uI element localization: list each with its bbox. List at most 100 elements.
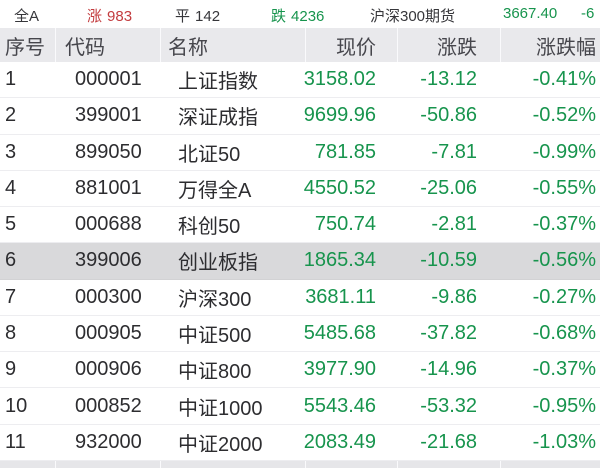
futures-label: 沪深300期货 xyxy=(370,8,456,25)
row-name: 中证2000 xyxy=(178,433,263,456)
row-change: -25.06 xyxy=(420,176,477,199)
row-price: 4550.52 xyxy=(303,176,376,199)
row-code: 000300 xyxy=(75,285,142,308)
row-price: 781.85 xyxy=(314,140,376,163)
table-row[interactable]: 4 881001 万得全A 4550.52 -25.06 -0.55% xyxy=(0,170,600,208)
row-price: 5485.68 xyxy=(303,321,376,344)
row-seq: 1 xyxy=(5,68,17,91)
column-divider xyxy=(500,461,501,468)
table-row[interactable]: 5 000688 科创50 750.74 -2.81 -0.37% xyxy=(0,207,600,244)
column-header-code[interactable]: 代码 xyxy=(55,28,160,62)
next-section-header-sliver xyxy=(0,461,600,468)
row-name: 沪深300 xyxy=(178,288,252,311)
row-change: -53.32 xyxy=(420,394,477,417)
table-row[interactable]: 1 000001 上证指数 3158.02 -13.12 -0.41% xyxy=(0,62,600,99)
advancers-count: 983 xyxy=(107,8,133,25)
unchanged-stat: 平 142 xyxy=(175,5,220,26)
row-seq: 3 xyxy=(5,140,17,163)
decliners-label: 跌 xyxy=(271,8,287,25)
row-change: -14.96 xyxy=(420,358,477,381)
row-code: 399006 xyxy=(75,249,142,272)
column-divider xyxy=(160,461,161,468)
row-name: 中证800 xyxy=(178,361,252,384)
row-price: 5543.46 xyxy=(303,394,376,417)
futures-change-cutoff: -6 xyxy=(581,5,595,22)
row-change: -13.12 xyxy=(420,68,477,91)
row-seq: 7 xyxy=(5,285,17,308)
row-price: 3977.90 xyxy=(303,358,376,381)
row-price: 3158.02 xyxy=(303,68,376,91)
row-name: 科创50 xyxy=(178,216,241,239)
row-code: 000688 xyxy=(75,213,142,236)
row-name: 创业板指 xyxy=(178,252,258,275)
row-change: -10.59 xyxy=(420,249,477,272)
table-row[interactable]: 3 899050 北证50 781.85 -7.81 -0.99% xyxy=(0,134,600,171)
market-scope-selector[interactable]: 全A xyxy=(14,8,40,25)
futures-price: 3667.40 xyxy=(503,5,558,22)
row-change-pct: -0.55% xyxy=(532,176,596,199)
row-price: 2083.49 xyxy=(303,430,376,453)
row-change: -21.68 xyxy=(420,430,477,453)
row-name: 中证1000 xyxy=(178,397,263,420)
advancers-label: 涨 xyxy=(87,8,103,25)
row-code: 899050 xyxy=(75,140,142,163)
row-name: 中证500 xyxy=(178,324,252,347)
column-divider xyxy=(305,461,306,468)
row-name: 深证成指 xyxy=(178,107,258,130)
row-change: -37.82 xyxy=(420,321,477,344)
column-header-pct[interactable]: 涨跌幅 xyxy=(500,28,600,62)
row-change-pct: -0.99% xyxy=(532,140,596,163)
row-code: 932000 xyxy=(75,430,142,453)
table-row[interactable]: 9 000906 中证800 3977.90 -14.96 -0.37% xyxy=(0,352,600,389)
row-seq: 9 xyxy=(5,358,17,381)
row-code: 000852 xyxy=(75,394,142,417)
column-header-price[interactable]: 现价 xyxy=(305,28,397,62)
row-code: 399001 xyxy=(75,104,142,127)
table-row[interactable]: 8 000905 中证500 5485.68 -37.82 -0.68% xyxy=(0,315,600,353)
row-name: 万得全A xyxy=(178,179,252,202)
row-change-pct: -0.52% xyxy=(532,104,596,127)
unchanged-label: 平 xyxy=(175,8,191,25)
unchanged-count: 142 xyxy=(195,8,221,25)
table-row[interactable]: 2 399001 深证成指 9699.96 -50.86 -0.52% xyxy=(0,98,600,135)
row-change-pct: -0.27% xyxy=(532,285,596,308)
column-divider xyxy=(55,461,56,468)
column-header-name[interactable]: 名称 xyxy=(160,28,305,62)
row-seq: 4 xyxy=(5,176,17,199)
row-code: 000001 xyxy=(75,68,142,91)
row-seq: 6 xyxy=(5,249,17,272)
row-code: 000906 xyxy=(75,358,142,381)
row-change-pct: -0.41% xyxy=(532,68,596,91)
row-seq: 8 xyxy=(5,321,17,344)
decliners-stat: 跌 4236 xyxy=(271,5,324,26)
row-code: 881001 xyxy=(75,176,142,199)
row-change-pct: -0.56% xyxy=(532,249,596,272)
table-row[interactable]: 10 000852 中证1000 5543.46 -53.32 -0.95% xyxy=(0,388,600,425)
row-change: -9.86 xyxy=(431,285,477,308)
row-seq: 2 xyxy=(5,104,17,127)
row-name: 北证50 xyxy=(178,143,241,166)
row-price: 3681.11 xyxy=(305,285,376,308)
table-row[interactable]: 11 932000 中证2000 2083.49 -21.68 -1.03% xyxy=(0,424,600,461)
table-header: 序号 代码 名称 现价 涨跌 涨跌幅 xyxy=(0,28,600,62)
column-divider xyxy=(397,461,398,468)
row-code: 000905 xyxy=(75,321,142,344)
row-change-pct: -0.68% xyxy=(532,321,596,344)
row-price: 1865.34 xyxy=(303,249,376,272)
table-row[interactable]: 7 000300 沪深300 3681.11 -9.86 -0.27% xyxy=(0,279,600,316)
row-change: -50.86 xyxy=(420,104,477,127)
index-table-body: 1 000001 上证指数 3158.02 -13.12 -0.41% 2 39… xyxy=(0,62,600,461)
row-change-pct: -1.03% xyxy=(532,430,596,453)
column-header-seq[interactable]: 序号 xyxy=(5,36,45,59)
row-seq: 5 xyxy=(5,213,17,236)
column-header-change[interactable]: 涨跌 xyxy=(397,28,500,62)
market-stats-bar: 全A 涨 983 平 142 跌 4236 沪深300期货 3667.40 -6 xyxy=(0,0,600,28)
row-change: -7.81 xyxy=(431,140,477,163)
row-name: 上证指数 xyxy=(178,71,258,94)
table-row[interactable]: 6 399006 创业板指 1865.34 -10.59 -0.56% xyxy=(0,243,600,280)
row-change-pct: -0.37% xyxy=(532,213,596,236)
row-seq: 11 xyxy=(5,430,26,453)
row-price: 9699.96 xyxy=(303,104,376,127)
row-change-pct: -0.95% xyxy=(532,394,596,417)
